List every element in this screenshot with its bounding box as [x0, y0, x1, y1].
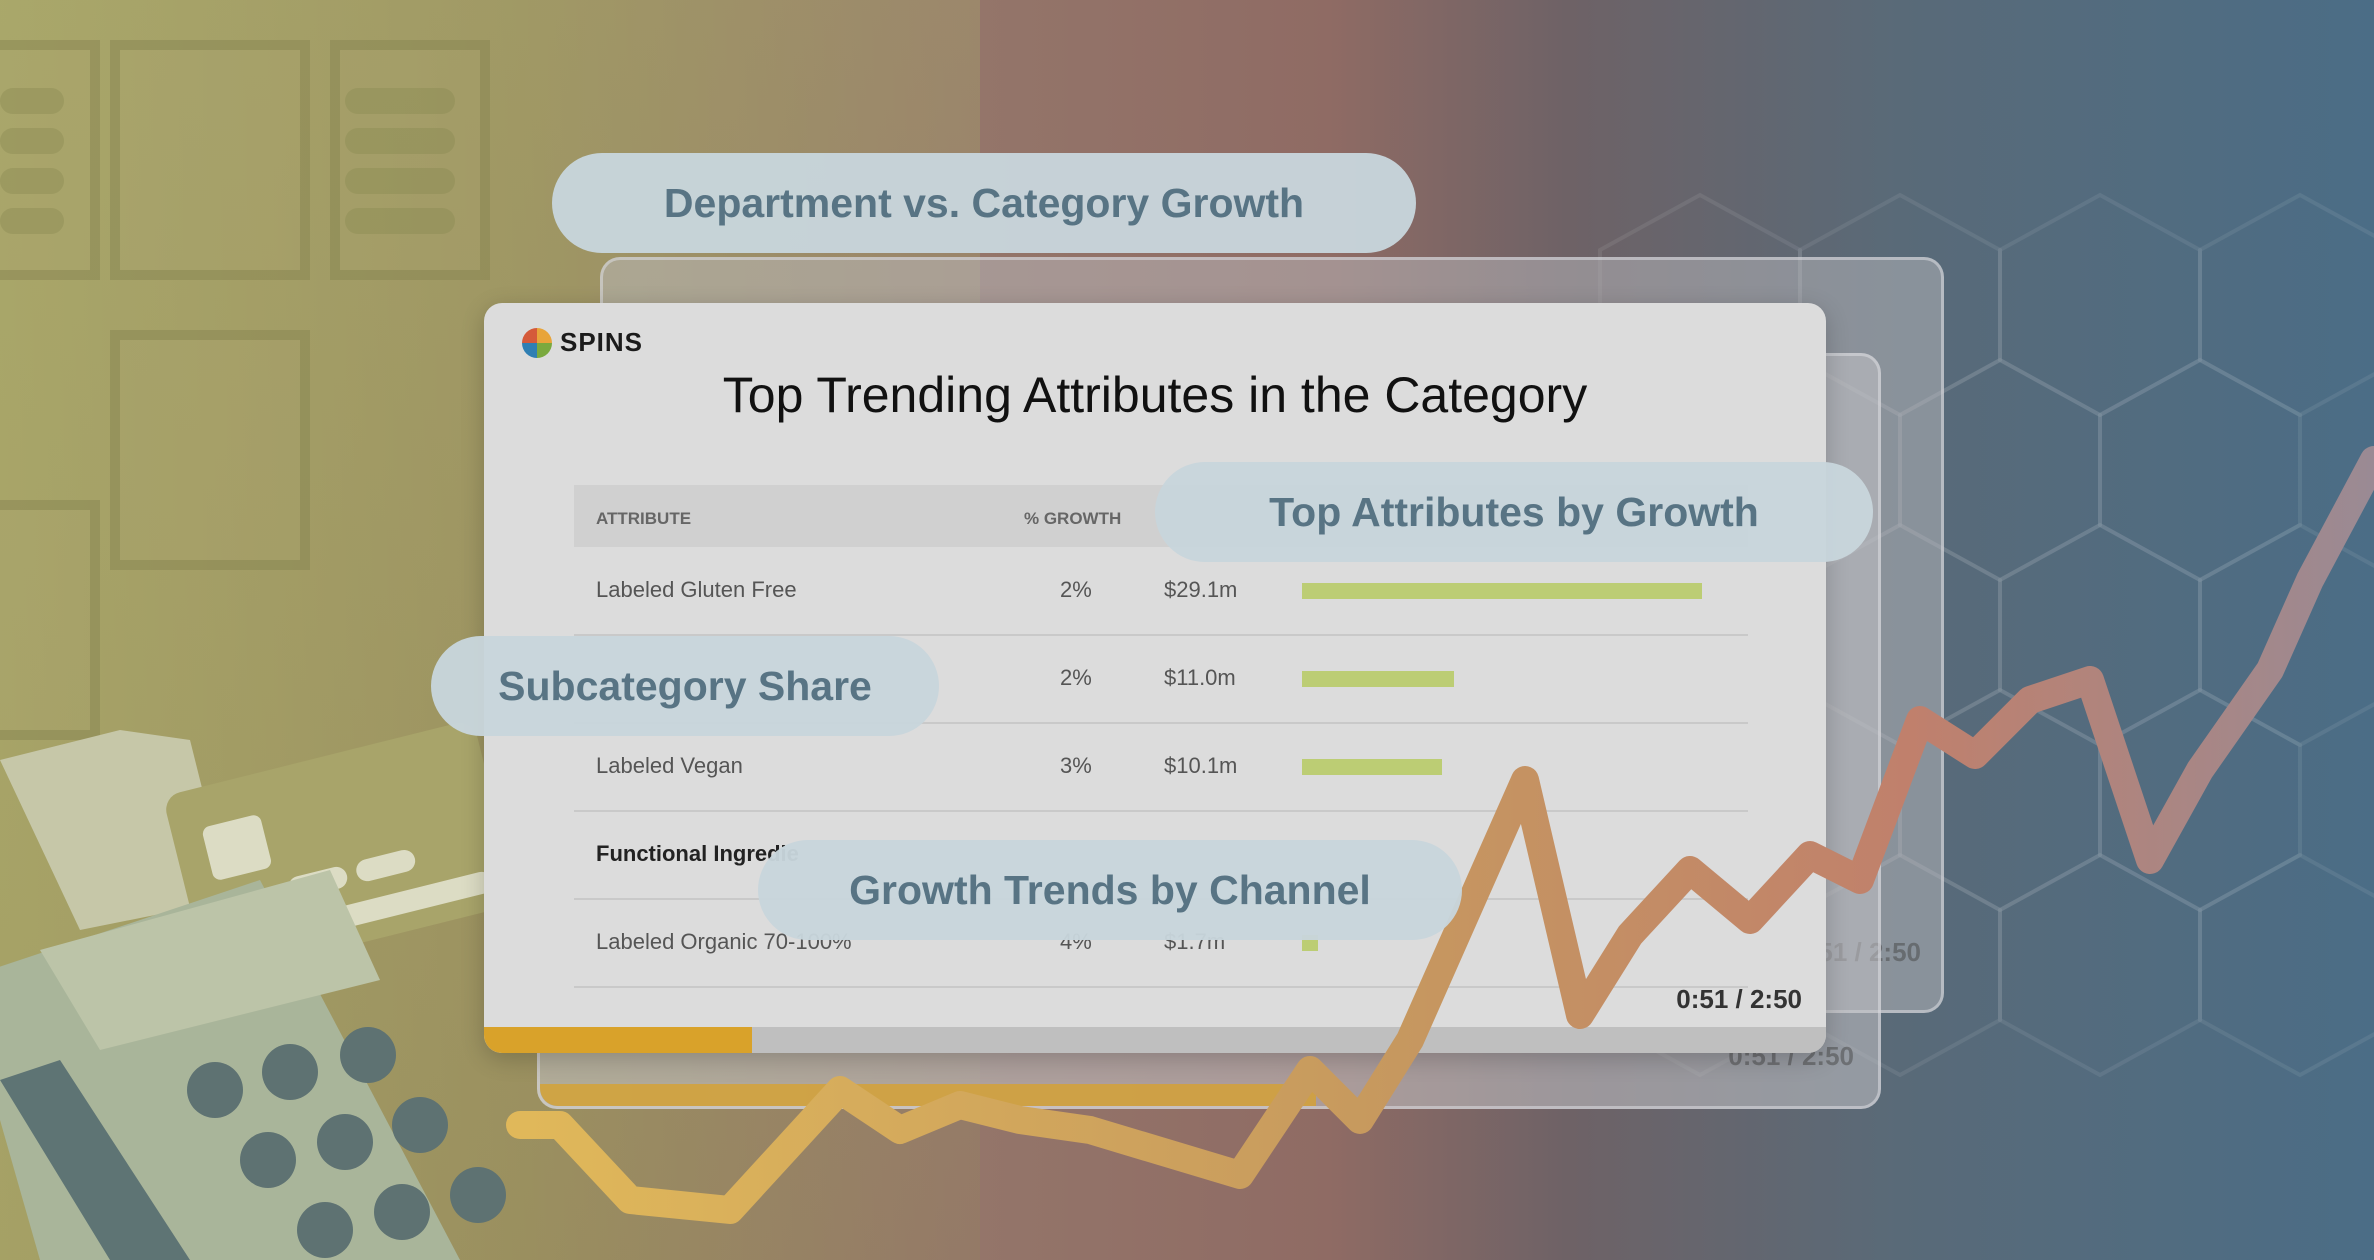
growth-bar: [1302, 583, 1702, 599]
growth-bar: [1302, 671, 1454, 687]
callout-department-vs-category[interactable]: Department vs. Category Growth: [552, 153, 1416, 253]
callout-top-attributes[interactable]: Top Attributes by Growth: [1155, 462, 1873, 562]
growth-cell: 2%: [1060, 577, 1092, 602]
column-attribute: ATTRIBUTE: [596, 509, 692, 528]
callout-growth-trends-by-channel[interactable]: Growth Trends by Channel: [758, 840, 1462, 940]
growth-cell: 2%: [1060, 665, 1092, 690]
logo-text: SPINS: [560, 327, 644, 357]
payment-terminal-illustration: [0, 722, 516, 1260]
growth-bar: [1302, 759, 1442, 775]
sales-cell: $10.1m: [1164, 753, 1238, 778]
table-row: Labeled Vegan 3% $10.1m: [574, 723, 1748, 812]
callout-subcategory-share[interactable]: Subcategory Share: [431, 636, 939, 736]
sales-cell: $11.0m: [1164, 665, 1236, 690]
sales-cell: $29.1m: [1164, 577, 1238, 602]
growth-cell: 3%: [1060, 753, 1092, 778]
spins-logo-icon: [522, 327, 552, 358]
spins-logo: SPINS: [522, 327, 643, 358]
attribute-cell: Labeled Gluten Free: [596, 577, 797, 602]
progress-bar[interactable]: [484, 1027, 1826, 1053]
time-display: 0:51 / 2:50: [1676, 984, 1802, 1014]
column-growth: % GROWTH: [1024, 509, 1122, 528]
slide-title: Top Trending Attributes in the Category: [722, 367, 1588, 423]
progress-fill: [484, 1027, 753, 1053]
attribute-cell: Labeled Vegan: [596, 753, 743, 778]
